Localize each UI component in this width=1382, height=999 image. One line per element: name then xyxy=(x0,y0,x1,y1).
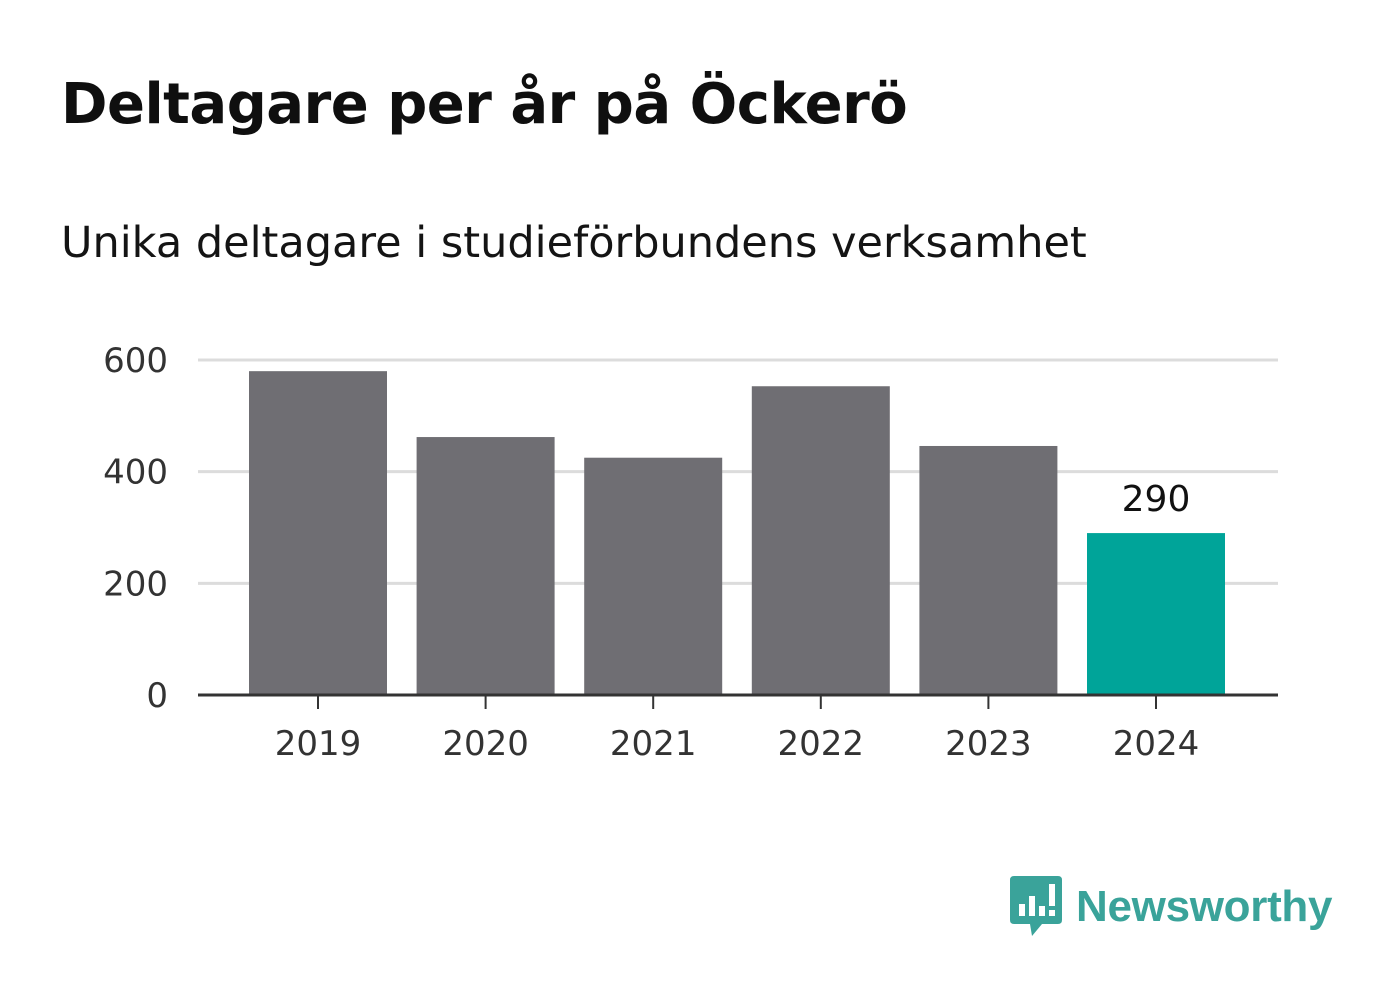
brand-logo: Newsworthy xyxy=(1010,876,1332,938)
x-tick-label: 2024 xyxy=(1113,724,1200,764)
y-tick-label: 0 xyxy=(146,676,168,716)
bar-2021 xyxy=(584,457,723,695)
y-tick-label: 400 xyxy=(103,453,168,493)
x-tick-label: 2023 xyxy=(945,724,1032,764)
bar-2024 xyxy=(1087,533,1225,695)
bar-2020 xyxy=(416,437,555,695)
bar-2023 xyxy=(919,445,1058,695)
y-tick-label: 200 xyxy=(103,564,168,604)
y-tick-label: 600 xyxy=(103,341,168,381)
x-tick-label: 2020 xyxy=(442,724,529,764)
x-tick-label: 2022 xyxy=(778,724,865,764)
chart-subtitle: Unika deltagare i studieförbundens verks… xyxy=(61,218,1087,268)
brand-name: Newsworthy xyxy=(1076,882,1333,931)
x-tick-label: 2019 xyxy=(275,724,362,764)
newsworthy-logo-icon xyxy=(1010,876,1062,936)
value-label: 290 xyxy=(1122,479,1191,520)
chart-title: Deltagare per år på Öckerö xyxy=(61,72,908,137)
bar-2019 xyxy=(249,371,387,695)
bar-2022 xyxy=(751,386,890,695)
x-tick-label: 2021 xyxy=(610,724,697,764)
